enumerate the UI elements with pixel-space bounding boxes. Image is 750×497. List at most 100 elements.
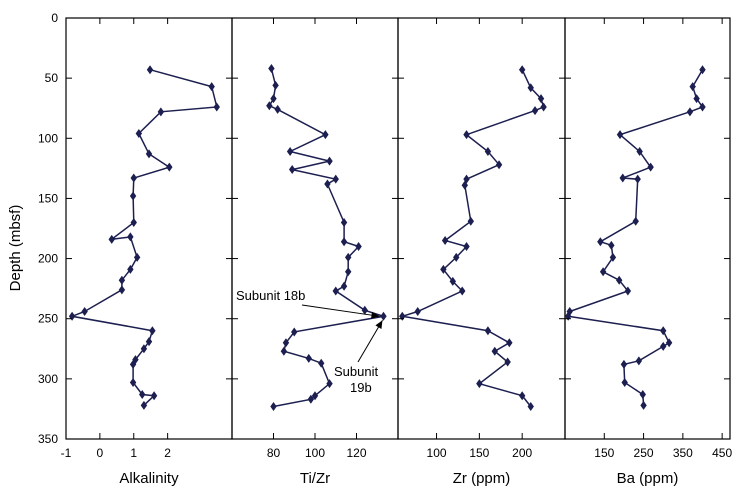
data-point bbox=[399, 311, 406, 321]
data-point bbox=[660, 326, 667, 336]
x-tick-label: 0 bbox=[97, 446, 104, 460]
data-point bbox=[531, 106, 539, 116]
data-point bbox=[140, 400, 148, 410]
depth-tick-label: 0 bbox=[51, 11, 58, 25]
x-axis-title: Zr (ppm) bbox=[453, 470, 511, 487]
data-point bbox=[68, 311, 76, 321]
data-point bbox=[127, 264, 134, 274]
data-point bbox=[647, 162, 654, 172]
data-point bbox=[291, 327, 298, 337]
data-point bbox=[166, 162, 173, 172]
data-point bbox=[318, 358, 325, 368]
panel-2: 80 100 120 Ti/Zr bbox=[231, 17, 399, 487]
depth-axis-title: Depth (mbsf) bbox=[7, 205, 24, 292]
data-point bbox=[129, 377, 137, 387]
arrow-subunit-18b bbox=[301, 304, 380, 317]
data-point bbox=[665, 338, 673, 348]
data-point bbox=[616, 275, 623, 285]
depth-tick-label: 300 bbox=[38, 372, 58, 386]
data-point bbox=[506, 338, 513, 348]
data-point bbox=[527, 83, 534, 93]
data-point bbox=[361, 305, 368, 315]
data-point bbox=[108, 234, 115, 244]
x-tick-label: 2 bbox=[164, 446, 171, 460]
data-point bbox=[118, 285, 126, 295]
series-line bbox=[567, 69, 704, 406]
data-point bbox=[133, 252, 141, 262]
data-point bbox=[495, 160, 503, 170]
data-point bbox=[440, 264, 447, 274]
panel-frame bbox=[564, 17, 731, 440]
data-point bbox=[467, 216, 474, 226]
data-point bbox=[129, 191, 137, 201]
series-line bbox=[268, 68, 384, 408]
data-point bbox=[484, 326, 492, 336]
annotations: Subunit 18b Subunit 19b bbox=[236, 288, 383, 395]
arrow-subunit-19b bbox=[357, 320, 383, 363]
data-point bbox=[324, 179, 331, 189]
annotation-subunit-19b-line2: 19b bbox=[350, 380, 372, 395]
data-point bbox=[518, 65, 526, 75]
data-point bbox=[634, 174, 641, 184]
x-tick-label: 350 bbox=[673, 446, 693, 460]
depth-tick-label: 200 bbox=[38, 252, 58, 266]
data-point bbox=[208, 82, 215, 92]
data-point bbox=[280, 346, 288, 356]
data-point bbox=[484, 147, 492, 157]
data-point bbox=[355, 242, 362, 252]
data-point bbox=[414, 306, 421, 316]
data-point bbox=[340, 217, 348, 227]
data-point bbox=[326, 379, 333, 389]
data-point bbox=[81, 306, 88, 316]
data-point bbox=[504, 357, 511, 367]
panel-1: -1 0 1 2 Alkalinity bbox=[61, 17, 233, 487]
data-point bbox=[636, 147, 643, 157]
data-point bbox=[518, 391, 526, 401]
data-point bbox=[266, 101, 273, 111]
x-tick-label: 1 bbox=[130, 446, 137, 460]
data-point bbox=[453, 252, 460, 262]
x-tick-label: 150 bbox=[469, 446, 489, 460]
data-point bbox=[699, 65, 706, 75]
data-point bbox=[599, 267, 607, 277]
panel-4: 150 250 350 450 Ba (ppm) bbox=[564, 17, 732, 487]
data-point bbox=[476, 379, 483, 389]
x-tick-label: 100 bbox=[427, 446, 447, 460]
data-point bbox=[272, 80, 279, 90]
panel-frame bbox=[65, 17, 233, 440]
data-point bbox=[135, 128, 143, 138]
data-point bbox=[130, 173, 137, 183]
data-point bbox=[639, 389, 646, 399]
data-point bbox=[699, 102, 706, 112]
data-point bbox=[282, 338, 290, 348]
depth-tick-label: 50 bbox=[45, 71, 59, 85]
data-point bbox=[130, 217, 137, 227]
data-point bbox=[597, 237, 604, 247]
x-tick-label: 150 bbox=[594, 446, 614, 460]
data-point bbox=[340, 281, 348, 291]
data-point bbox=[635, 356, 643, 366]
data-point bbox=[157, 107, 165, 117]
data-point bbox=[326, 156, 333, 166]
annotation-subunit-18b: Subunit 18b bbox=[236, 288, 305, 303]
data-point bbox=[380, 311, 387, 321]
x-tick-label: 80 bbox=[267, 446, 281, 460]
data-point bbox=[213, 102, 220, 112]
x-tick-label: -1 bbox=[61, 446, 72, 460]
data-point bbox=[461, 180, 468, 190]
data-point bbox=[270, 402, 277, 412]
data-point bbox=[689, 82, 696, 92]
data-point bbox=[268, 64, 275, 74]
data-point bbox=[145, 149, 153, 159]
data-point bbox=[620, 359, 628, 369]
annotation-subunit-19b-line1: Subunit bbox=[334, 364, 378, 379]
x-axis-title: Alkalinity bbox=[119, 470, 179, 487]
depth-axis: 0 50 100 150 200 250 300 350 bbox=[38, 11, 730, 446]
data-point bbox=[127, 232, 134, 242]
data-point bbox=[640, 400, 647, 410]
data-point bbox=[616, 130, 624, 140]
data-point bbox=[686, 107, 694, 117]
data-point bbox=[345, 267, 352, 277]
